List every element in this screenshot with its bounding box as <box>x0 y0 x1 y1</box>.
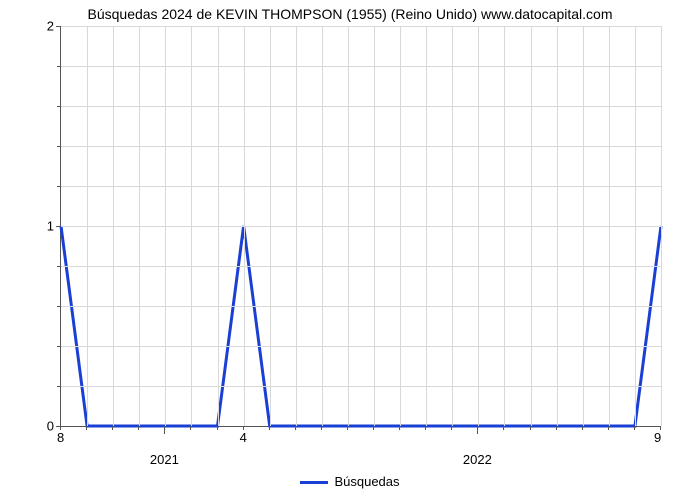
vgrid-line <box>531 26 532 426</box>
x-mid-corner-label: 4 <box>240 430 247 445</box>
vgrid-line <box>244 26 245 426</box>
y-minor-tick <box>57 346 60 347</box>
vgrid-line <box>504 26 505 426</box>
y-tick <box>56 26 60 27</box>
vgrid-line <box>139 26 140 426</box>
vgrid-line <box>426 26 427 426</box>
x-minor-tick <box>530 426 531 430</box>
x-minor-tick <box>217 426 218 430</box>
hgrid-minor <box>61 106 661 107</box>
y-tick-label: 0 <box>47 419 54 434</box>
vgrid-line <box>635 26 636 426</box>
vgrid-line <box>400 26 401 426</box>
y-tick <box>56 226 60 227</box>
chart-container: { "chart":{ "type":"line", "title":"Búsq… <box>0 0 700 500</box>
vgrid-line <box>165 26 166 426</box>
hgrid-minor <box>61 306 661 307</box>
y-minor-tick <box>57 306 60 307</box>
x-minor-tick <box>86 426 87 430</box>
x-tick-label: 2022 <box>463 452 492 467</box>
y-minor-tick <box>57 266 60 267</box>
x-major-tick <box>477 426 478 434</box>
hgrid-minor <box>61 386 661 387</box>
x-left-corner-label: 8 <box>57 430 64 445</box>
y-minor-tick <box>57 106 60 107</box>
hgrid-minor <box>61 266 661 267</box>
vgrid-line <box>661 26 662 426</box>
x-minor-tick <box>138 426 139 430</box>
vgrid-line <box>557 26 558 426</box>
vgrid-line <box>296 26 297 426</box>
hgrid-minor <box>61 146 661 147</box>
vgrid-line <box>322 26 323 426</box>
x-major-tick <box>164 426 165 434</box>
hgrid-minor <box>61 186 661 187</box>
x-minor-tick <box>321 426 322 430</box>
x-tick-label: 2021 <box>150 452 179 467</box>
x-minor-tick <box>634 426 635 430</box>
vgrid-line <box>374 26 375 426</box>
hgrid-line <box>61 26 661 27</box>
x-right-corner-label: 9 <box>654 430 661 445</box>
x-minor-tick <box>295 426 296 430</box>
x-minor-tick <box>582 426 583 430</box>
x-minor-tick <box>112 426 113 430</box>
x-minor-tick <box>608 426 609 430</box>
chart-title: Búsquedas 2024 de KEVIN THOMPSON (1955) … <box>0 6 700 22</box>
x-minor-tick <box>347 426 348 430</box>
vgrid-line <box>87 26 88 426</box>
legend-swatch <box>300 481 328 484</box>
hgrid-minor <box>61 346 661 347</box>
y-minor-tick <box>57 66 60 67</box>
vgrid-line <box>113 26 114 426</box>
x-minor-tick <box>503 426 504 430</box>
hgrid-line <box>61 226 661 227</box>
vgrid-line <box>583 26 584 426</box>
y-minor-tick <box>57 186 60 187</box>
x-minor-tick <box>373 426 374 430</box>
legend-label: Búsquedas <box>334 474 399 489</box>
vgrid-line <box>609 26 610 426</box>
vgrid-line <box>452 26 453 426</box>
x-minor-tick <box>399 426 400 430</box>
y-tick-label: 2 <box>47 19 54 34</box>
x-minor-tick <box>556 426 557 430</box>
vgrid-line <box>218 26 219 426</box>
y-tick-label: 1 <box>47 219 54 234</box>
plot-area <box>60 26 661 427</box>
vgrid-line <box>478 26 479 426</box>
x-minor-tick <box>190 426 191 430</box>
vgrid-line <box>270 26 271 426</box>
vgrid-line <box>348 26 349 426</box>
y-minor-tick <box>57 146 60 147</box>
x-minor-tick <box>269 426 270 430</box>
x-minor-tick <box>451 426 452 430</box>
y-minor-tick <box>57 386 60 387</box>
x-minor-tick <box>425 426 426 430</box>
vgrid-line <box>191 26 192 426</box>
legend: Búsquedas <box>0 474 700 489</box>
hgrid-minor <box>61 66 661 67</box>
